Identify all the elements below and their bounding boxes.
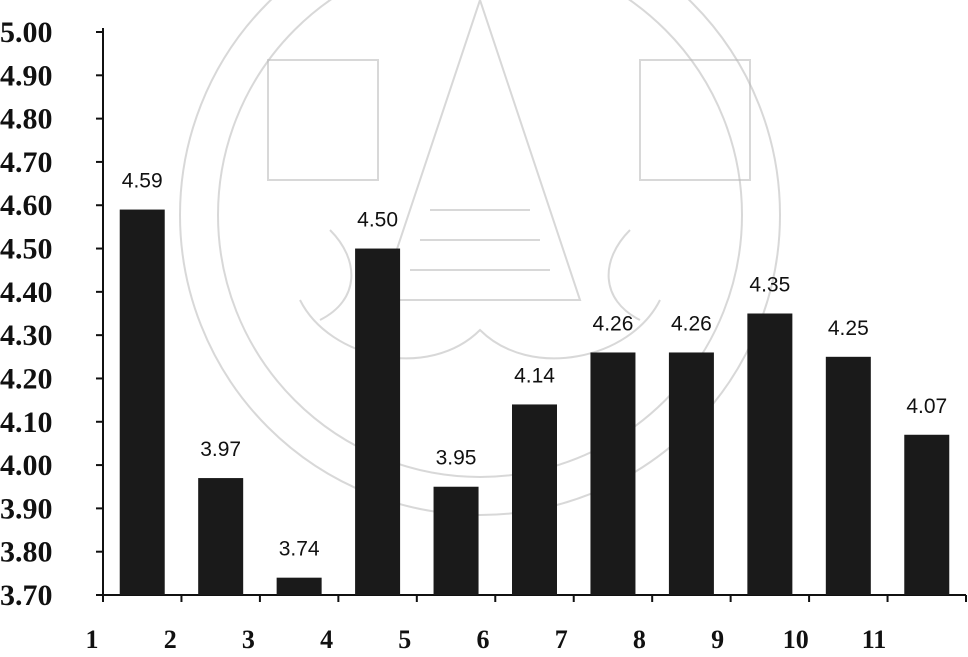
- bars: [119, 209, 950, 596]
- y-tick-label: 3.70: [0, 579, 53, 612]
- x-tick-label: 2: [164, 625, 177, 654]
- y-tick-label: 4.60: [0, 189, 53, 222]
- x-tick-label: 4: [320, 625, 333, 654]
- bar: [198, 478, 244, 595]
- data-labels: 4.59 3.97 3.74 4.50 3.95 4.14 4.26 4.26 4.35 4.25…: [122, 170, 947, 561]
- data-label: 3.97: [200, 438, 241, 461]
- y-tick-label: 4.10: [0, 406, 53, 439]
- bar: [590, 352, 636, 595]
- bar: [747, 313, 793, 595]
- y-tick-label: 4.90: [0, 59, 53, 92]
- y-tick-label: 3.80: [0, 536, 53, 569]
- y-tick-label: 4.00: [0, 449, 53, 482]
- bar: [433, 486, 479, 595]
- bar: [904, 434, 950, 595]
- x-tick-label: 11: [862, 625, 887, 654]
- data-label: 4.26: [593, 312, 634, 335]
- y-tick-label: 4.80: [0, 103, 53, 136]
- x-tick-label: 7: [555, 625, 568, 654]
- data-label: 4.07: [906, 395, 947, 418]
- data-label: 4.25: [828, 317, 869, 340]
- y-tick-label: 4.70: [0, 146, 53, 179]
- data-label: 4.59: [122, 170, 163, 193]
- data-label: 4.14: [514, 364, 555, 387]
- data-label: 4.26: [671, 312, 712, 335]
- x-axis: 1 2 3 4 5 6 7 8 9 10 11: [86, 594, 967, 654]
- x-tick-label: 10: [783, 625, 809, 654]
- y-tick-label: 3.90: [0, 492, 53, 525]
- x-tick-label: 9: [711, 625, 724, 654]
- bar: [119, 209, 165, 596]
- bar: [276, 577, 322, 595]
- bar: [355, 248, 401, 596]
- bar: [825, 356, 871, 595]
- x-tick-label: 5: [398, 625, 411, 654]
- data-label: 4.35: [749, 274, 790, 297]
- data-label: 3.95: [436, 447, 477, 470]
- x-tick-label: 3: [242, 625, 255, 654]
- bar: [512, 404, 557, 595]
- x-tick-label: 6: [477, 625, 490, 654]
- data-label: 3.74: [279, 538, 320, 561]
- y-axis: 3.70 3.80 3.90 4.00 4.10 4.20 4.30 4.40 4.50 4.60…: [0, 16, 104, 612]
- y-tick-label: 4.40: [0, 276, 53, 309]
- y-tick-label: 5.00: [0, 16, 53, 49]
- y-tick-label: 4.20: [0, 362, 53, 395]
- x-tick-label: 1: [86, 625, 99, 654]
- x-tick-label: 8: [633, 625, 646, 654]
- watermark-seal: [179, 0, 781, 516]
- y-tick-label: 4.50: [0, 233, 53, 266]
- bar: [668, 352, 714, 595]
- data-label: 4.50: [357, 209, 398, 232]
- y-tick-label: 4.30: [0, 319, 53, 352]
